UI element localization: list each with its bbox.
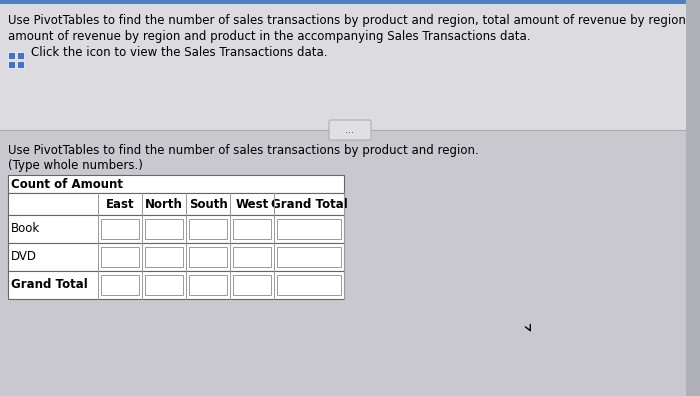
Bar (8, 175, 344, 193)
Bar (189, 275, 227, 295)
Bar (277, 275, 341, 295)
Text: Click the icon to view the Sales Transactions data.: Click the icon to view the Sales Transac… (31, 46, 328, 59)
Text: South: South (188, 198, 228, 211)
Bar (145, 219, 183, 239)
Bar (101, 247, 139, 267)
Bar (0, 0, 700, 4)
Text: Use PivotTables to find the number of sales transactions by product and region, : Use PivotTables to find the number of sa… (8, 14, 700, 27)
Bar (145, 275, 183, 295)
Text: ...: ... (346, 125, 354, 135)
Bar (277, 219, 341, 239)
Bar (8, 271, 344, 299)
Text: West: West (235, 198, 269, 211)
Bar (8, 215, 344, 243)
Text: (Type whole numbers.): (Type whole numbers.) (8, 159, 143, 172)
Text: Grand Total: Grand Total (271, 198, 347, 211)
Bar (277, 247, 341, 267)
Bar (233, 219, 271, 239)
Bar (101, 275, 139, 295)
Text: Book: Book (11, 223, 41, 236)
Bar (233, 275, 271, 295)
Bar (189, 247, 227, 267)
Bar (0, 0, 700, 130)
Bar (686, 0, 700, 396)
Bar (233, 247, 271, 267)
Text: North: North (145, 198, 183, 211)
Text: Grand Total: Grand Total (11, 278, 88, 291)
Text: East: East (106, 198, 134, 211)
Bar (17, 61, 24, 68)
Text: amount of revenue by region and product in the accompanying Sales Transactions d: amount of revenue by region and product … (8, 30, 531, 43)
FancyBboxPatch shape (329, 120, 371, 140)
Bar (17, 52, 24, 59)
Bar (8, 52, 15, 59)
Bar (8, 193, 344, 215)
Bar (8, 243, 344, 271)
Text: Use PivotTables to find the number of sales transactions by product and region.: Use PivotTables to find the number of sa… (8, 144, 479, 157)
Bar (8, 61, 15, 68)
Bar (101, 219, 139, 239)
Text: Count of Amount: Count of Amount (11, 177, 123, 190)
Bar (145, 247, 183, 267)
Text: DVD: DVD (11, 251, 37, 263)
Bar (189, 219, 227, 239)
